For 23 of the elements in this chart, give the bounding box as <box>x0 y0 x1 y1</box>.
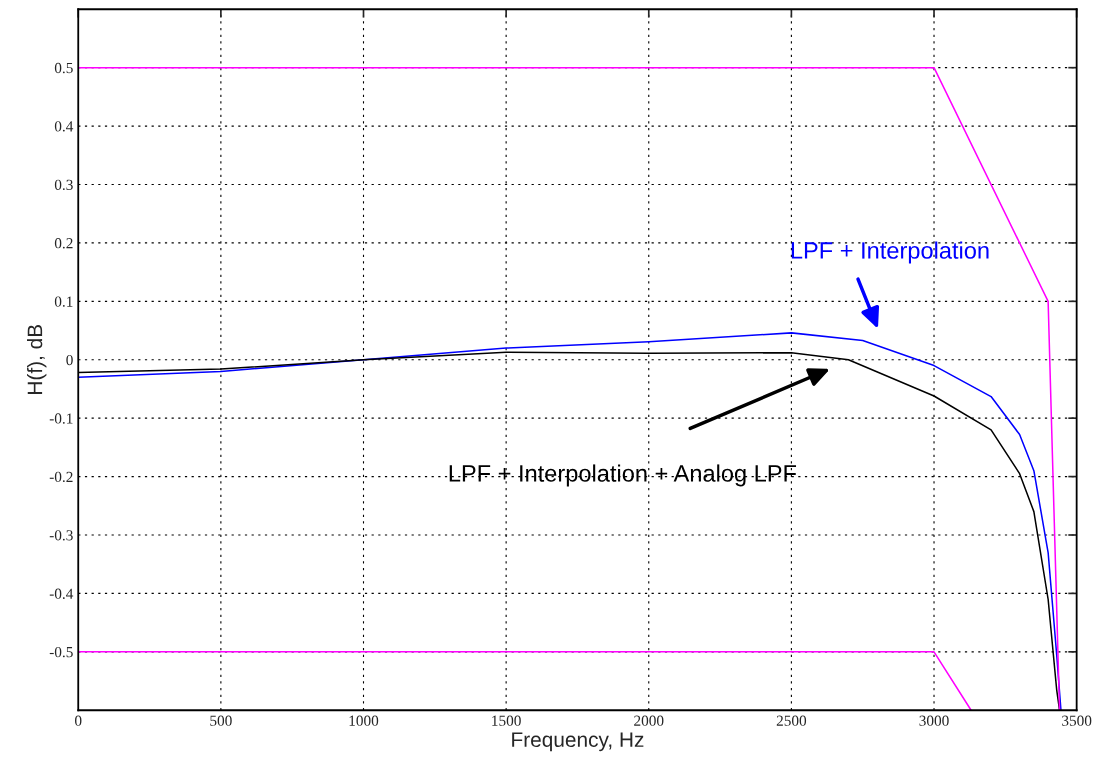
x-tick-label: 1000 <box>349 715 379 726</box>
annotation: LPF + Interpolation + Analog LPF <box>449 464 797 487</box>
y-tick-label: 0 <box>66 354 73 366</box>
y-tick-label: -0.2 <box>49 471 73 483</box>
x-tick-label: 3000 <box>919 715 949 726</box>
x-tick-label: 2000 <box>634 715 664 726</box>
x-tick-label: 1500 <box>492 715 521 726</box>
x-tick-label: 2500 <box>776 715 807 726</box>
y-tick-label: -0.4 <box>49 588 74 599</box>
x-tick-label: 0 <box>75 715 82 726</box>
y-tick-label: 0.2 <box>54 238 73 249</box>
x-tick-label: 500 <box>210 715 232 726</box>
annotation: LPF + Interpolation <box>791 241 989 264</box>
x-axis-title: Frequency, Hz <box>512 732 644 752</box>
y-tick-label: -0.3 <box>49 530 73 541</box>
y-tick-label: 0.3 <box>54 179 73 191</box>
y-axis-title: H(f), dB <box>27 324 47 394</box>
y-tick-label: -0.5 <box>49 646 73 658</box>
y-tick-label: -0.1 <box>49 413 73 424</box>
y-tick-label: 0.5 <box>54 62 73 74</box>
x-tick-label: 3500 <box>1062 715 1092 726</box>
y-tick-label: 0.4 <box>54 121 74 132</box>
y-tick-label: 0.1 <box>54 296 73 307</box>
